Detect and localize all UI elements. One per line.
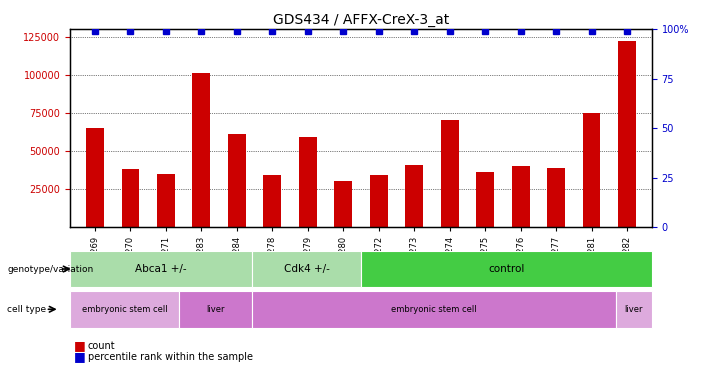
Bar (228, 134, 246, 227)
Title: GDS434 / AFFX-CreX-3_at: GDS434 / AFFX-CreX-3_at (273, 13, 449, 27)
Bar (334, 181, 352, 227)
Text: embryonic stem cell: embryonic stem cell (391, 305, 477, 314)
Text: cell type: cell type (7, 305, 46, 314)
Text: percentile rank within the sample: percentile rank within the sample (88, 352, 252, 362)
Bar (70, 251, 252, 287)
Bar (618, 41, 636, 227)
Text: liver: liver (206, 305, 225, 314)
Text: liver: liver (625, 305, 643, 314)
Text: ■: ■ (74, 339, 86, 352)
Bar (264, 175, 281, 227)
Bar (547, 168, 565, 227)
Text: Cdk4 +/-: Cdk4 +/- (283, 264, 329, 274)
Bar (252, 251, 361, 287)
Text: ■: ■ (74, 350, 86, 363)
Bar (441, 120, 458, 227)
Bar (70, 291, 179, 328)
Text: genotype/variation: genotype/variation (7, 265, 93, 273)
Text: embryonic stem cell: embryonic stem cell (82, 305, 168, 314)
Bar (361, 251, 652, 287)
Bar (252, 291, 615, 328)
Bar (299, 137, 317, 227)
Bar (121, 169, 139, 227)
Bar (615, 291, 652, 328)
Bar (370, 175, 388, 227)
Bar (512, 166, 529, 227)
Bar (405, 165, 423, 227)
Bar (157, 174, 175, 227)
Text: Abca1 +/-: Abca1 +/- (135, 264, 187, 274)
Bar (193, 73, 210, 227)
Bar (86, 128, 104, 227)
Bar (179, 291, 252, 328)
Text: count: count (88, 341, 115, 351)
Bar (583, 113, 601, 227)
Bar (476, 172, 494, 227)
Text: control: control (489, 264, 524, 274)
